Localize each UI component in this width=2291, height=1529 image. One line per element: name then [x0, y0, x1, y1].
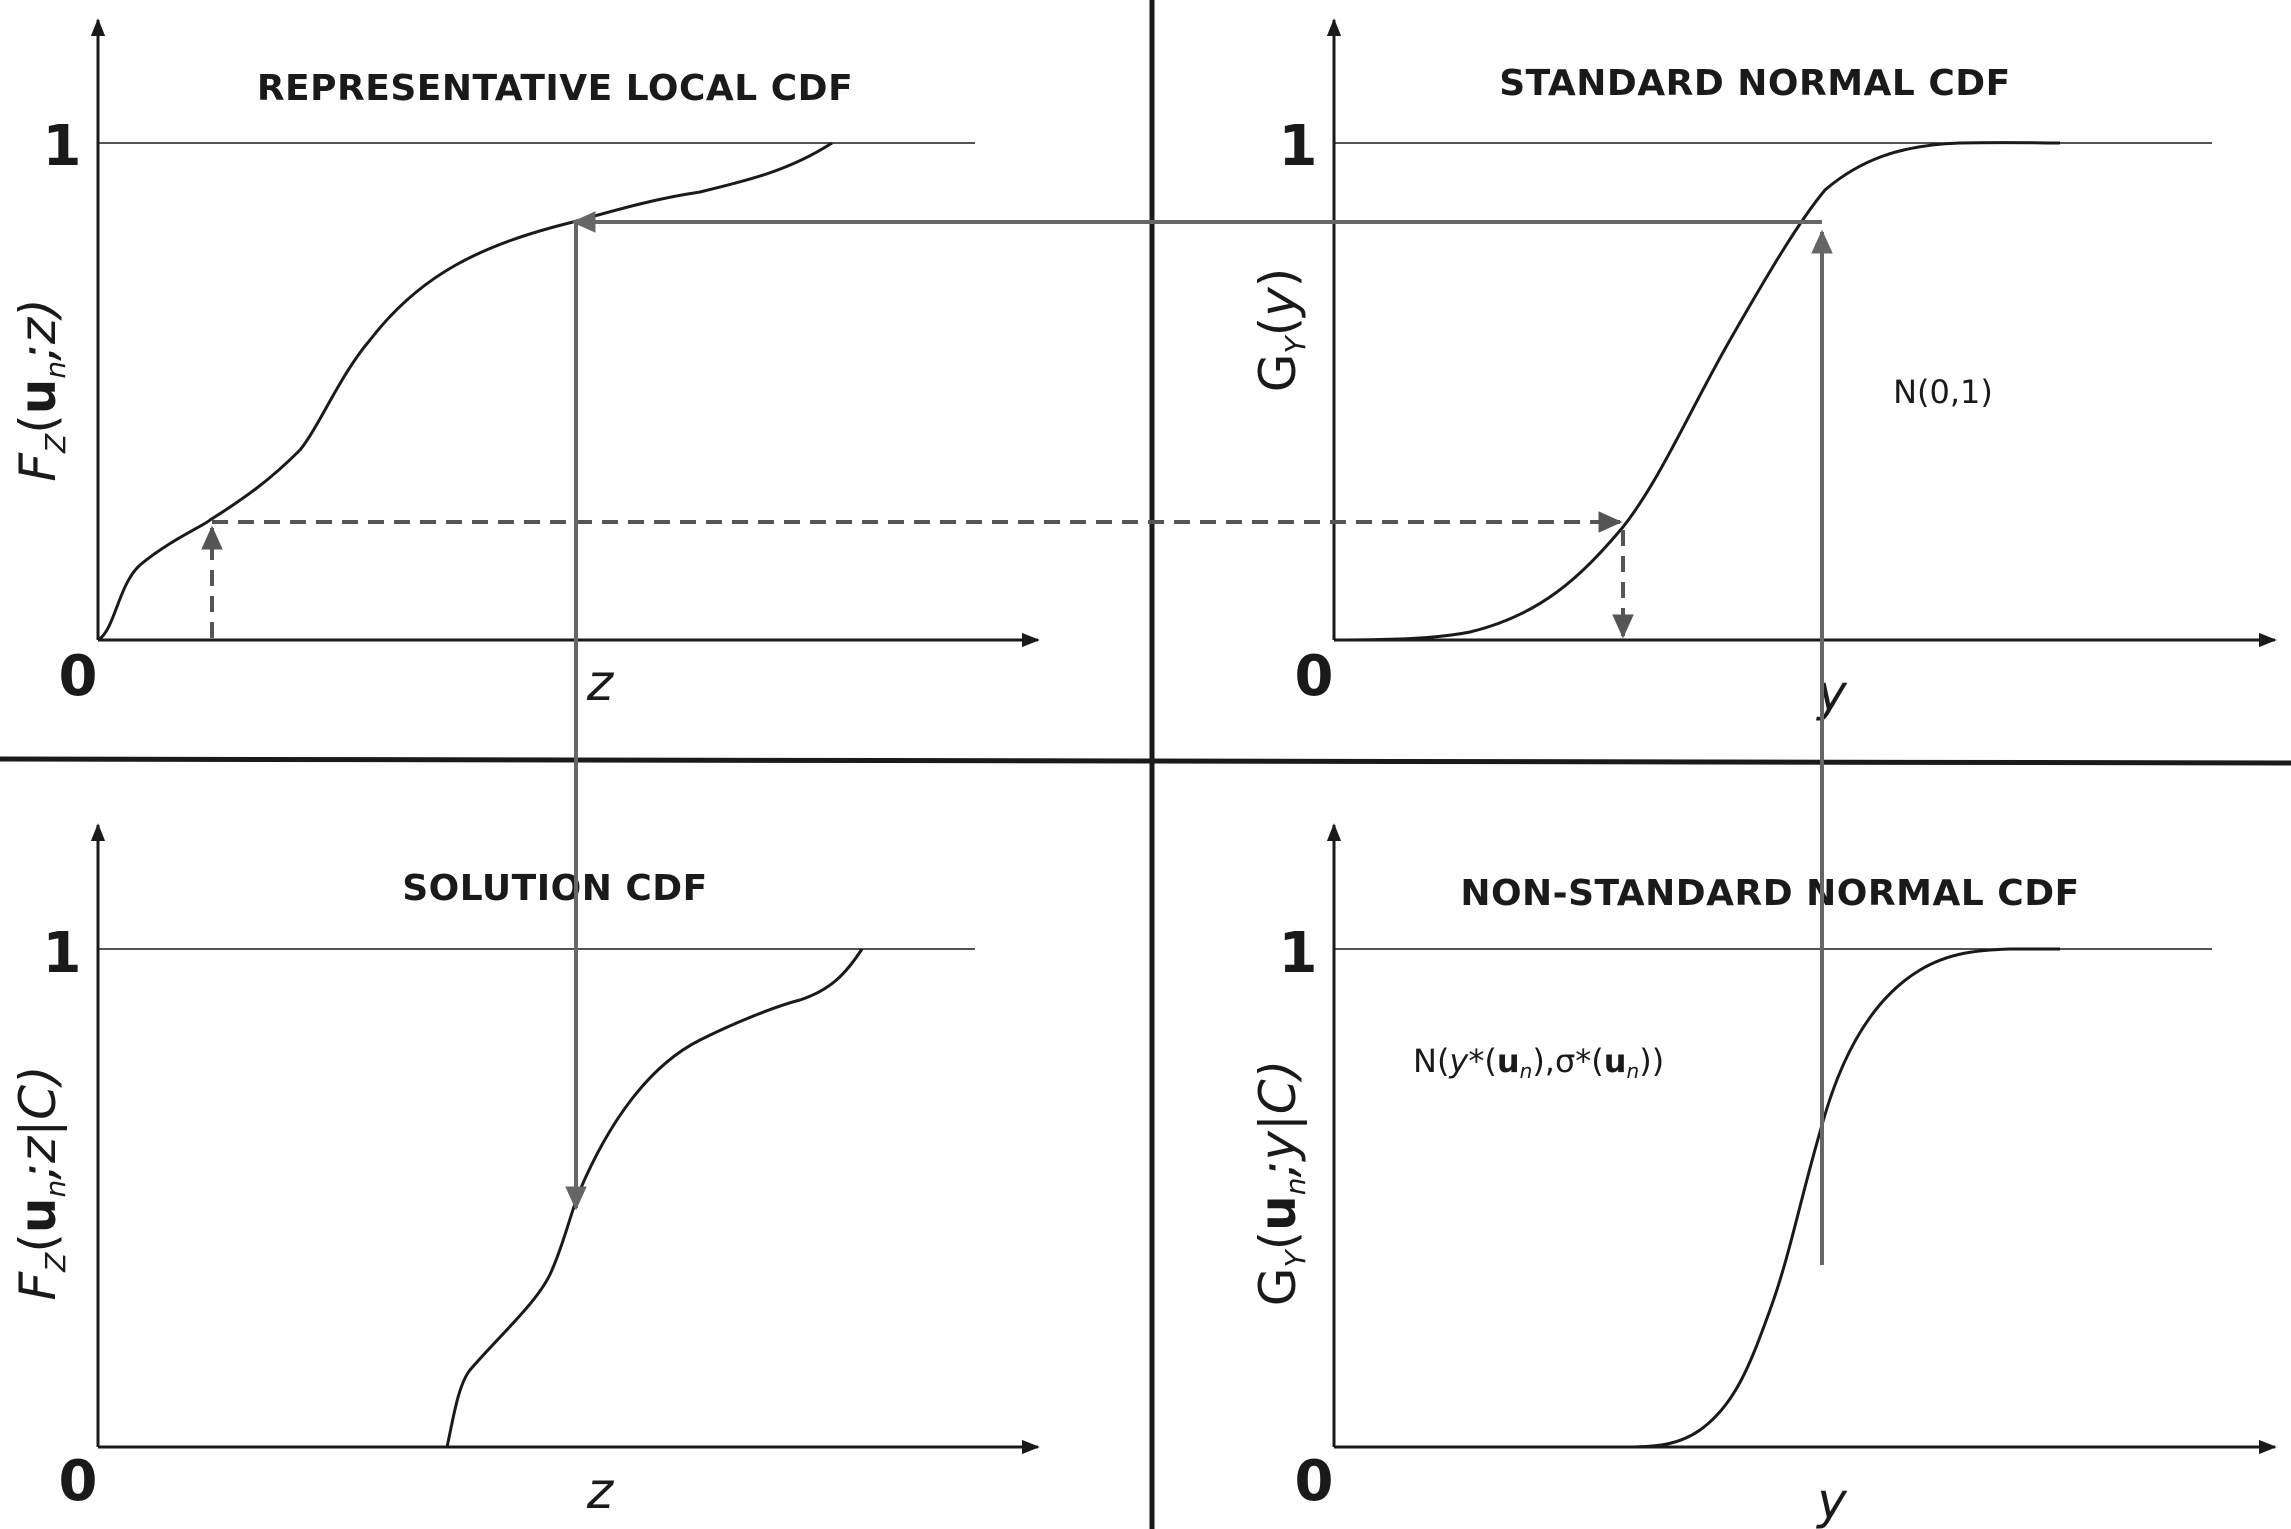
- tick-label-zero: 0: [1295, 644, 1334, 709]
- panel-standard-normal-cdf: STANDARD NORMAL CDF 1 0 y GY(y) N(0,1): [1249, 18, 2277, 722]
- panel-title: REPRESENTATIVE LOCAL CDF: [257, 68, 853, 109]
- distribution-annotation: N(y*(un),σ*(un)): [1413, 1042, 1664, 1083]
- panel-solution-cdf: SOLUTION CDF 1 0 z FZ(un;z|C): [9, 823, 1040, 1520]
- panel-non-standard-normal-cdf: NON-STANDARD NORMAL CDF 1 0 y GY(un;y|C)…: [1249, 823, 2277, 1529]
- y-axis-label: GY(un;y|C): [1249, 1060, 1312, 1306]
- distribution-annotation: N(0,1): [1893, 373, 1993, 411]
- tick-label-zero: 0: [1295, 1449, 1334, 1514]
- tick-label-zero: 0: [59, 644, 98, 709]
- horizontal-divider: [0, 756, 2291, 766]
- panel-representative-local-cdf: REPRESENTATIVE LOCAL CDF 1 0 z FZ(un;z): [9, 18, 1040, 712]
- tick-label-zero: 0: [59, 1449, 98, 1514]
- tick-label-one: 1: [43, 921, 82, 986]
- y-axis-label: FZ(un;z|C): [9, 1065, 72, 1300]
- tick-label-one: 1: [1279, 114, 1318, 179]
- panel-title: NON-STANDARD NORMAL CDF: [1460, 873, 2079, 914]
- y-axis-label: GY(y): [1249, 268, 1312, 392]
- x-axis-label: y: [1815, 1472, 1848, 1529]
- transform-arrows: [201, 211, 1833, 1265]
- local-cdf-curve: [97, 141, 833, 642]
- x-axis-label: z: [586, 1462, 615, 1520]
- panel-title: STANDARD NORMAL CDF: [1499, 63, 2011, 104]
- standard-normal-curve: [1333, 141, 2061, 642]
- x-axis-label: z: [586, 654, 615, 712]
- solution-cdf-curve: [445, 948, 864, 1448]
- tick-label-one: 1: [1279, 921, 1318, 986]
- non-standard-normal-curve: [1624, 947, 2060, 1449]
- tick-label-one: 1: [43, 114, 82, 179]
- y-axis-label: FZ(un;z): [9, 298, 72, 481]
- panel-title: SOLUTION CDF: [402, 868, 708, 909]
